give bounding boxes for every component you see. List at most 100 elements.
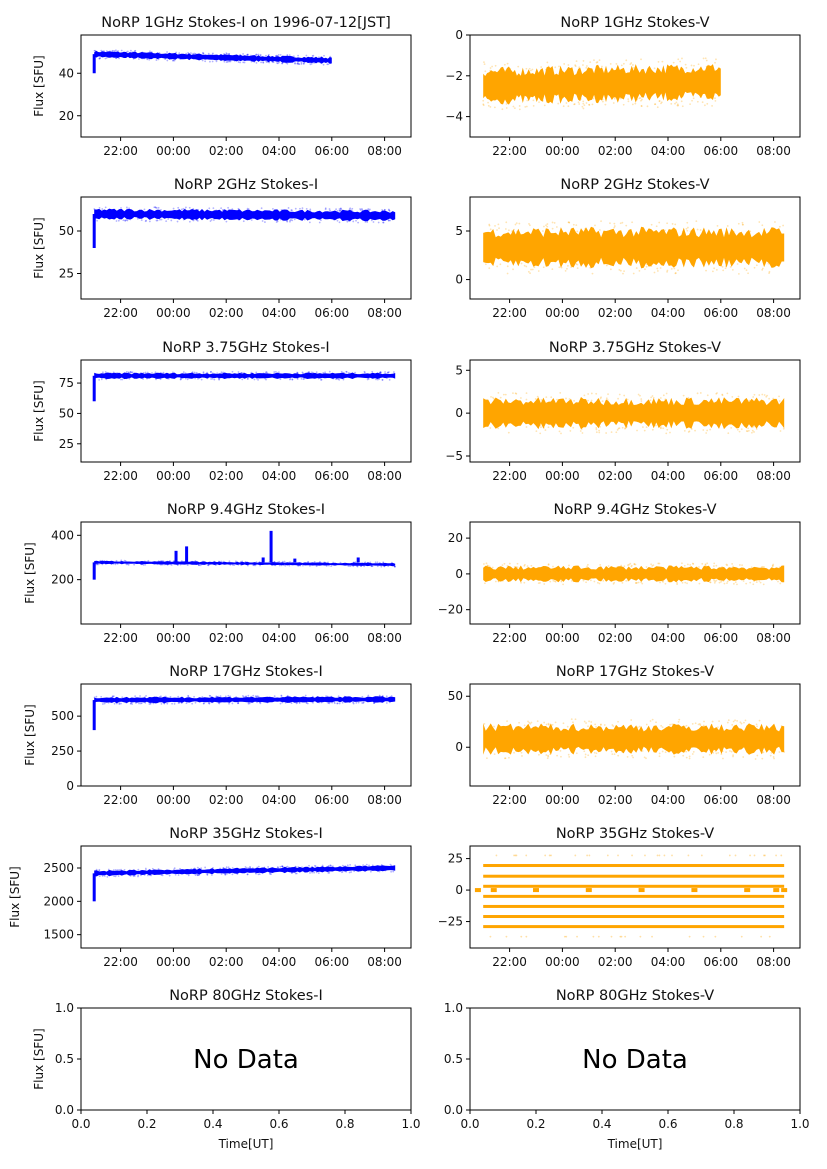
x-tick-label: 22:00 [492, 793, 527, 807]
halo-point [579, 98, 582, 100]
halo-point [347, 695, 350, 698]
x-tick-label: 06:00 [704, 955, 739, 969]
halo-point [713, 267, 716, 270]
halo-point [693, 64, 695, 67]
halo-point [645, 426, 648, 429]
halo-point [698, 566, 700, 568]
halo-point [687, 396, 690, 399]
halo-point [660, 102, 662, 105]
halo-point [755, 581, 758, 584]
halo-point [493, 753, 496, 756]
halo-point [585, 722, 587, 724]
halo-point [130, 49, 132, 52]
halo-point [612, 582, 615, 585]
halo-point [574, 65, 577, 68]
halo-point [327, 702, 330, 705]
halo-point [184, 377, 187, 380]
halo-point [724, 267, 727, 270]
halo-point [294, 62, 296, 65]
halo-point [710, 724, 713, 726]
halo-point [713, 579, 716, 582]
halo-point [560, 579, 563, 582]
data-band [94, 372, 396, 380]
halo-point [572, 580, 575, 583]
halo-point [497, 223, 500, 226]
halo-point [665, 392, 668, 395]
halo-point [493, 725, 495, 728]
halo-point [353, 561, 355, 564]
halo-point [315, 565, 318, 568]
halo-point [584, 756, 587, 759]
halo-point [616, 566, 619, 568]
halo-point [582, 579, 585, 582]
halo-point [755, 428, 758, 430]
x-tick-label: 04:00 [262, 306, 297, 320]
y-tick-label: 0 [455, 883, 463, 897]
outlier-point [768, 935, 771, 938]
panel-i1: NoRP 1GHz Stokes-I on 1996-07-12[JST]204… [32, 15, 412, 158]
halo-point [547, 563, 550, 566]
halo-point [486, 757, 488, 760]
halo-point [303, 871, 306, 873]
halo-point [317, 377, 320, 380]
series-stokes-i [92, 694, 396, 731]
halo-point [191, 218, 194, 221]
halo-point [280, 695, 283, 697]
halo-point [709, 579, 712, 582]
halo-point [304, 694, 307, 697]
halo-point [247, 564, 249, 567]
halo-point [755, 264, 758, 267]
halo-point [707, 64, 710, 67]
halo-point [166, 563, 169, 566]
halo-point [487, 104, 490, 107]
outlier-point [617, 854, 619, 857]
halo-point [596, 61, 599, 63]
halo-point [290, 218, 292, 221]
halo-point [674, 223, 677, 226]
x-tick-label: 02:00 [209, 469, 244, 483]
halo-point [583, 394, 586, 397]
halo-point [355, 865, 357, 868]
halo-point [335, 377, 338, 380]
halo-point [598, 582, 601, 585]
halo-point [689, 230, 692, 233]
halo-point [345, 370, 348, 373]
halo-point [105, 50, 108, 53]
halo-point [543, 104, 546, 107]
halo-point [725, 563, 728, 566]
halo-point [270, 873, 272, 875]
halo-point [634, 102, 637, 105]
halo-point [679, 60, 682, 63]
halo-point [132, 57, 135, 60]
halo-point [237, 218, 240, 221]
halo-point [279, 378, 282, 381]
halo-point [696, 228, 699, 231]
halo-point [137, 875, 139, 878]
halo-point [761, 268, 764, 271]
halo-point [484, 582, 486, 585]
halo-point [170, 563, 172, 566]
halo-point [110, 563, 113, 565]
halo-point [118, 702, 121, 704]
halo-point [532, 104, 535, 107]
halo-point [483, 61, 485, 64]
halo-point [156, 219, 159, 222]
halo-point [132, 875, 135, 878]
halo-point [677, 721, 680, 723]
halo-point [329, 864, 332, 867]
halo-point [650, 563, 653, 566]
halo-point [355, 701, 358, 704]
halo-point [727, 432, 730, 435]
halo-point [681, 105, 684, 108]
halo-point [368, 208, 371, 211]
no-data-annotation: No Data [193, 1045, 299, 1075]
x-tick-label: 02:00 [209, 144, 244, 158]
halo-point [506, 579, 509, 582]
halo-point [327, 865, 330, 867]
y-tick-label: 0 [455, 273, 463, 287]
y-tick-label: −2 [445, 69, 463, 83]
halo-point [297, 564, 300, 567]
halo-point [705, 65, 708, 68]
halo-point [779, 582, 782, 585]
halo-point [756, 754, 759, 757]
